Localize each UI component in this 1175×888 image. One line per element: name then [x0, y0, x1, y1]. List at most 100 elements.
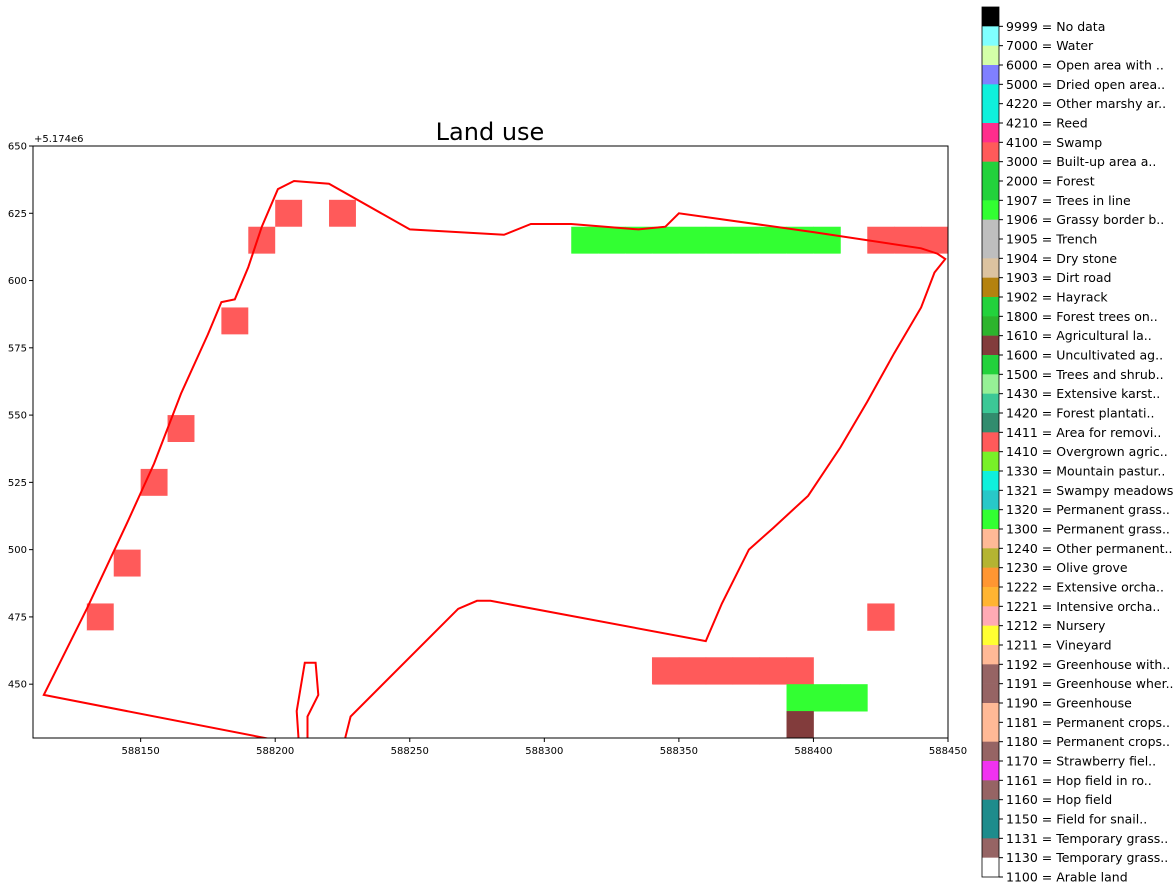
land-use-cell	[248, 630, 276, 658]
x-tick-label: 588450	[929, 746, 967, 757]
colorbar-label: 1907 = Trees in line	[1006, 193, 1131, 208]
x-axis: 588150 588200 588250 588300 588350 588400 5884…	[122, 738, 967, 757]
land-use-cell	[921, 495, 949, 524]
colorbar-label: 7000 = Water	[1006, 38, 1094, 53]
land-use-cell	[732, 468, 761, 497]
land-use-cell	[221, 388, 249, 416]
land-use-cell	[329, 549, 357, 577]
land-use-cell	[571, 630, 599, 658]
land-use-cell	[355, 549, 384, 577]
land-use-cell	[759, 334, 787, 362]
land-use-cell	[463, 522, 491, 551]
land-use-cell	[571, 307, 599, 335]
land-use-cell	[409, 711, 438, 739]
land-use-cell	[302, 522, 330, 551]
land-use-cell	[463, 711, 491, 739]
land-use-cell	[813, 415, 841, 443]
land-use-cell	[194, 334, 222, 362]
land-use-cell	[759, 442, 787, 470]
land-use-cell	[732, 442, 761, 470]
land-use-cell	[867, 361, 895, 389]
land-use-cell	[625, 226, 653, 255]
land-use-cell	[382, 388, 411, 416]
land-use-cell	[329, 522, 357, 551]
land-use-cell	[678, 576, 707, 604]
land-use-cell	[167, 684, 195, 712]
land-use-cell	[598, 468, 626, 497]
land-use-cell	[598, 522, 626, 551]
land-use-cell	[275, 442, 303, 470]
land-use-cell	[59, 657, 88, 685]
land-use-cell	[194, 468, 222, 497]
land-use-cell	[544, 388, 572, 416]
colorbar-label: 1160 = Hop field	[1006, 792, 1112, 807]
land-use-cell	[329, 657, 357, 685]
land-use-cell	[463, 576, 491, 604]
land-use-cell	[382, 280, 411, 308]
colorbar-label: 1320 = Permanent grass..	[1006, 502, 1170, 517]
land-use-cell	[382, 522, 411, 551]
colorbar-label: 6000 = Open area with ..	[1006, 58, 1164, 73]
land-use-cell	[813, 361, 841, 389]
colorbar-swatch	[982, 780, 999, 800]
land-use-cell	[382, 361, 411, 389]
land-use-cell	[894, 334, 922, 362]
land-use-cell	[732, 415, 761, 443]
land-use-cell	[840, 280, 868, 308]
land-use-cell	[355, 226, 384, 255]
land-use-cell	[355, 280, 384, 308]
colorbar-swatch	[982, 819, 999, 839]
land-use-cell	[625, 280, 653, 308]
land-use-cell	[759, 468, 787, 497]
land-use-cell	[409, 522, 438, 551]
land-use-cell	[625, 307, 653, 335]
land-use-cell	[355, 630, 384, 658]
land-use-cell	[625, 522, 653, 551]
land-use-cell	[651, 280, 680, 308]
land-use-cell	[840, 415, 868, 443]
land-use-cell	[813, 549, 841, 577]
colorbar-swatch	[982, 200, 999, 220]
land-use-cell	[625, 361, 653, 389]
land-use-cell	[894, 253, 922, 281]
land-use-cell	[867, 468, 895, 497]
land-use-cell	[329, 388, 357, 416]
colorbar-frame	[981, 6, 1000, 878]
colorbar-label: 1600 = Uncultivated ag..	[1006, 348, 1163, 363]
colorbar-swatch	[982, 142, 999, 162]
land-use-cell	[598, 361, 626, 389]
land-use-cell	[302, 172, 330, 201]
land-use-cell	[732, 576, 761, 604]
land-use-cell	[248, 657, 276, 685]
land-use-cell	[705, 307, 734, 335]
land-use-cell	[167, 711, 195, 739]
land-use-cell	[382, 711, 411, 739]
land-use-cell	[436, 280, 464, 308]
land-use-cell	[490, 280, 518, 308]
land-use-cell	[302, 253, 330, 281]
y-tick-label: 625	[8, 209, 27, 220]
land-use-cell	[59, 684, 88, 712]
land-use-cell	[409, 280, 438, 308]
land-use-cell	[302, 334, 330, 362]
land-use-cell	[921, 307, 949, 335]
y-tick-label: 475	[8, 612, 27, 623]
colorbar-label: 1161 = Hop field in ro..	[1006, 773, 1152, 788]
land-use-cell	[517, 468, 545, 497]
land-use-cell	[678, 415, 707, 443]
colorbar-swatch	[982, 683, 999, 704]
land-use-cell	[651, 495, 680, 524]
colorbar-swatch	[982, 761, 999, 781]
colorbar-swatch	[982, 548, 999, 568]
inner-parcel-outline	[295, 661, 320, 738]
land-use-cell	[59, 711, 88, 739]
land-use-cell	[302, 361, 330, 389]
land-use-cell	[167, 657, 195, 685]
land-use-cell	[436, 549, 464, 577]
land-use-cell	[275, 253, 303, 281]
land-use-cell	[275, 334, 303, 362]
land-use-cell	[840, 576, 868, 604]
land-use-cell	[705, 468, 734, 497]
y-axis-offset-label: +5.174e6	[34, 134, 84, 145]
land-use-cell	[544, 630, 572, 658]
